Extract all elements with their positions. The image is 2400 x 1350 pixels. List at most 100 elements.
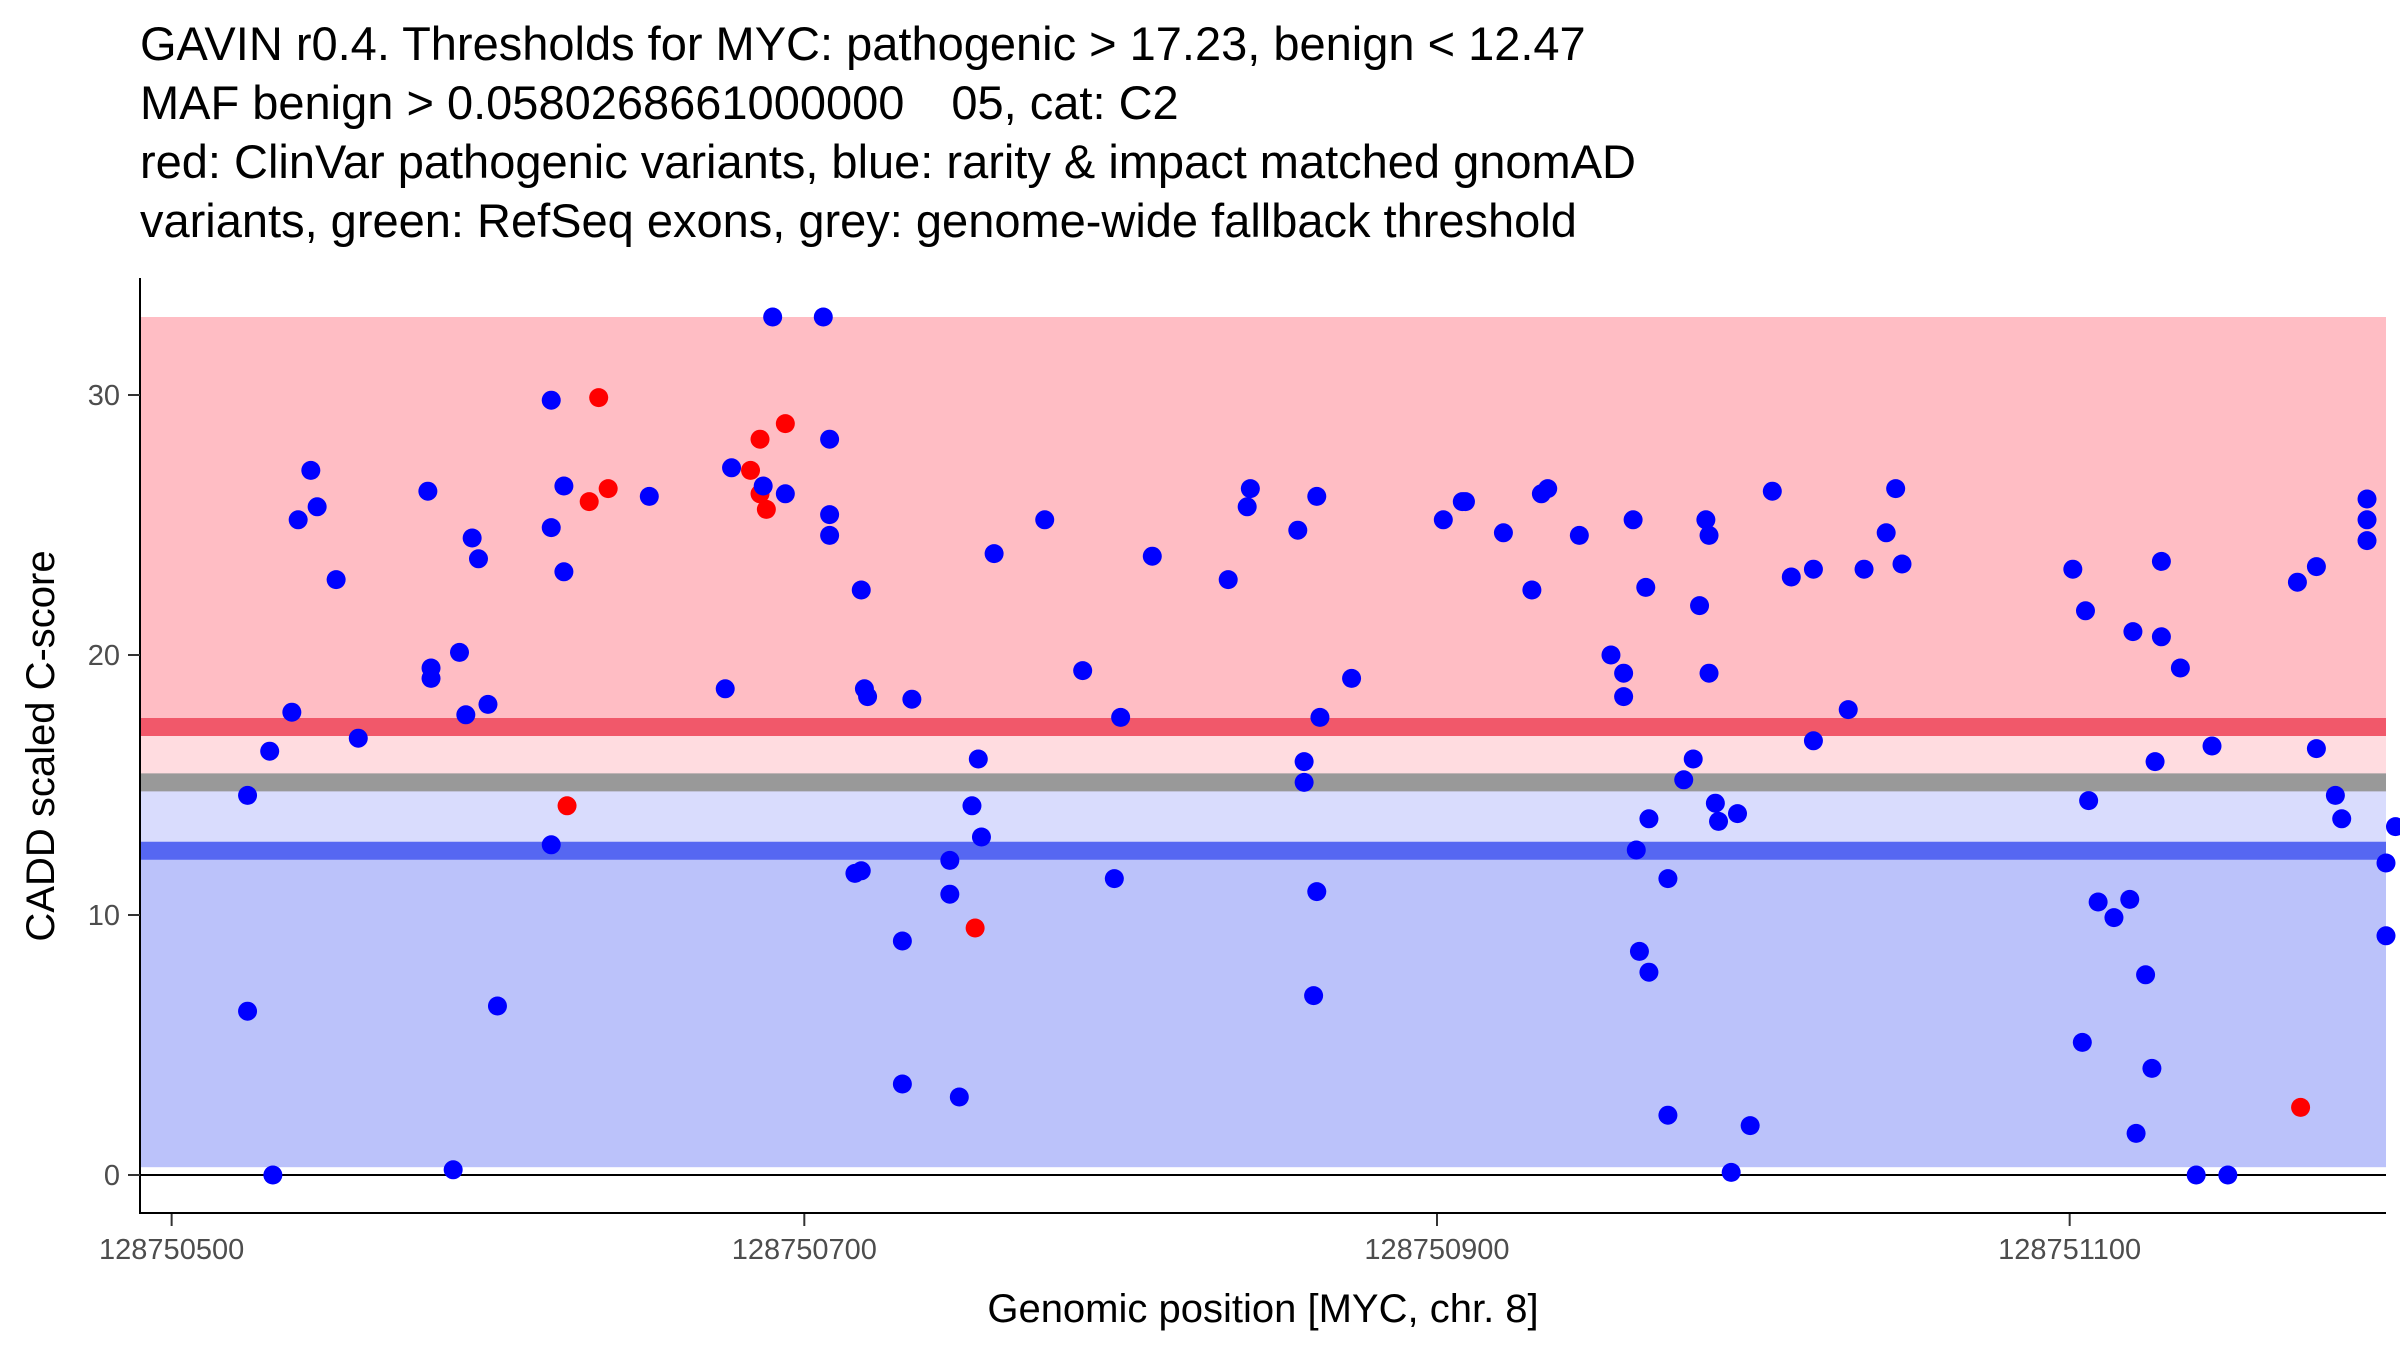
gnomad-point: [1304, 986, 1324, 1006]
clinvar-point: [598, 479, 618, 499]
gnomad-series: [238, 307, 2400, 1185]
gnomad-point: [450, 642, 470, 662]
gnomad-point: [288, 510, 308, 530]
gnomad-point: [820, 505, 840, 525]
gnomad-point: [1886, 479, 1906, 499]
gnomad-point: [554, 476, 574, 496]
gnomad-point: [1854, 559, 1874, 579]
gnomad-point: [984, 544, 1004, 564]
gnomad-point: [2145, 752, 2165, 772]
gnomad-point: [2385, 817, 2400, 837]
gnomad-point: [1721, 1162, 1741, 1182]
gnomad-point: [1104, 869, 1124, 889]
gnomad-point: [775, 484, 795, 504]
gnomad-point: [1601, 645, 1621, 665]
gnomad-point: [2357, 510, 2377, 530]
gnomad-point: [1433, 510, 1453, 530]
gnomad-point: [468, 549, 488, 569]
gnomad-point: [1342, 668, 1362, 688]
x-axis-title: Genomic position [MYC, chr. 8]: [987, 1287, 1538, 1331]
gnomad-point: [1639, 809, 1659, 829]
gnomad-point: [478, 694, 498, 714]
gnomad-point: [421, 668, 441, 688]
gnomad-point: [1294, 772, 1314, 792]
gnomad-point: [1111, 707, 1131, 727]
y-tick-label: 10: [88, 900, 120, 932]
gnomad-point: [1674, 770, 1694, 790]
gnomad-point: [1728, 804, 1748, 824]
clinvar-point: [557, 796, 577, 816]
gnomad-point: [968, 749, 988, 769]
gnomad-point: [2357, 531, 2377, 551]
gnomad-point: [1310, 707, 1330, 727]
chart-title-line-4: variants, green: RefSeq exons, grey: gen…: [140, 194, 1577, 247]
gnomad-point: [2075, 601, 2095, 621]
gnomad-point: [238, 785, 258, 805]
y-axis-ticks: 0 10 20 30: [88, 380, 140, 1192]
gnomad-point: [1803, 559, 1823, 579]
gnomad-point: [541, 390, 561, 410]
x-tick-label: 128750700: [732, 1234, 877, 1266]
gnomad-point: [2136, 965, 2156, 985]
gnomad-point: [487, 996, 507, 1016]
gnomad-point: [2306, 557, 2326, 577]
gnomad-point: [1522, 580, 1542, 600]
gnomad-point: [753, 476, 773, 496]
gnomad-point: [2170, 658, 2190, 678]
gnomad-point: [1073, 661, 1093, 681]
gnomad-point: [1623, 510, 1643, 530]
gnomad-point: [1307, 486, 1327, 506]
gnomad-point: [2079, 791, 2099, 811]
gnomad-point: [1696, 510, 1716, 530]
gnomad-point: [962, 796, 982, 816]
gnomad-point: [2306, 739, 2326, 759]
gnomad-point: [541, 835, 561, 855]
plot-panel: [140, 307, 2400, 1185]
gnomad-point: [1493, 523, 1513, 543]
gnomad-point: [820, 525, 840, 545]
gnomad-point: [892, 1074, 912, 1094]
chart-title-line-3: red: ClinVar pathogenic variants, blue: …: [140, 135, 1636, 188]
gnomad-point: [1035, 510, 1055, 530]
gnomad-point: [902, 689, 922, 709]
gnomad-point: [940, 884, 960, 904]
gnomad-point: [1639, 962, 1659, 982]
gnomad-point: [715, 679, 735, 699]
clinvar-point: [579, 492, 599, 512]
gnomad-point: [1629, 941, 1649, 961]
clinvar-series: [557, 388, 2311, 1117]
gnomad-point: [2325, 785, 2345, 805]
y-axis-title: CADD scaled C-score: [19, 550, 63, 941]
gnomad-point: [949, 1087, 969, 1107]
gnomad-point: [1614, 663, 1634, 683]
chart-title-line-1: GAVIN r0.4. Thresholds for MYC: pathogen…: [140, 17, 1586, 70]
chart-title-line-2: MAF benign > 0.0580268661000000 05, cat:…: [140, 76, 1179, 129]
gnomad-point: [554, 562, 574, 582]
gnomad-point: [1838, 700, 1858, 720]
gnomad-point: [1636, 577, 1656, 597]
gnomad-point: [1658, 1105, 1678, 1125]
threshold-regions: [140, 317, 2386, 1168]
gnomad-point: [260, 741, 280, 761]
gnomad-point: [813, 307, 833, 327]
gnomad-point: [1740, 1116, 1760, 1136]
chart-title: GAVIN r0.4. Thresholds for MYC: pathogen…: [140, 17, 1636, 247]
gnomad-point: [263, 1165, 283, 1185]
gnomad-point: [2142, 1058, 2162, 1078]
gnomad-point: [1658, 869, 1678, 889]
clinvar-point: [2291, 1097, 2311, 1117]
gnomad-point: [971, 827, 991, 847]
gnomad-point: [2357, 489, 2377, 509]
gnomad-point: [1709, 811, 1729, 831]
gnomad-point: [2072, 1032, 2092, 1052]
gnomad-point: [1683, 749, 1703, 769]
gnomad-point: [1142, 546, 1162, 566]
gnomad-point: [1288, 520, 1308, 540]
gnomad-point: [851, 580, 871, 600]
clinvar-point: [775, 414, 795, 434]
gnomad-point: [301, 460, 321, 480]
gnomad-point: [851, 861, 871, 881]
gnomad-point: [326, 570, 346, 590]
gnomad-point: [1614, 687, 1634, 707]
